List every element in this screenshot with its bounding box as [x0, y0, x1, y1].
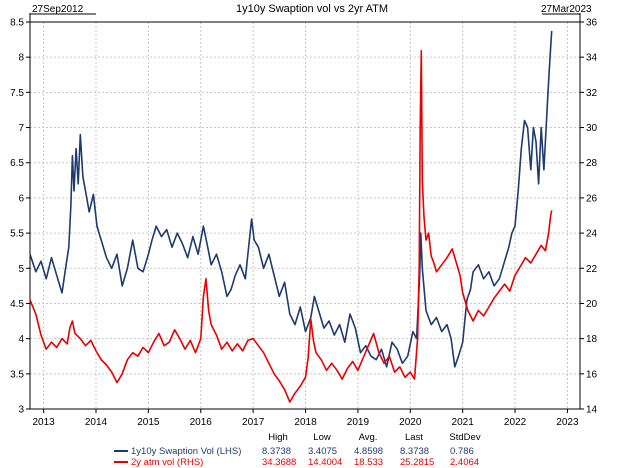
stats-header-high: High — [268, 432, 288, 443]
y-left-tick-label: 4 — [18, 334, 24, 345]
stats-header-stddev: StdDev — [449, 432, 480, 443]
x-axis: 2013 2014 2015 2016 2017 2018 2019 2020 2021 2022… — [32, 409, 579, 428]
stat-swaption-last: 8.3738 — [400, 446, 429, 457]
y-left-tick-label: 7.5 — [10, 88, 24, 99]
y-right-tick-label: 16 — [586, 369, 598, 380]
y-right-tick-label: 36 — [586, 18, 598, 29]
right-y-axis: 14 16 18 20 22 24 26 28 30 32 34 36 — [580, 18, 598, 416]
x-tick-label: 2013 — [32, 417, 55, 428]
x-tick-label: 2014 — [85, 417, 108, 428]
stat-swaption-stddev: 0.786 — [450, 446, 474, 457]
y-right-tick-label: 18 — [586, 334, 598, 345]
y-left-tick-label: 6.5 — [10, 158, 24, 169]
stats-legend: High Low Avg. Last StdDev 1y10y Swaption… — [114, 432, 481, 468]
y-left-tick-label: 8.5 — [10, 18, 24, 29]
y-right-tick-label: 34 — [586, 53, 598, 64]
stat-atm-last: 25.2815 — [400, 457, 434, 468]
x-tick-label: 2018 — [294, 417, 317, 428]
y-right-tick-label: 24 — [586, 229, 598, 240]
stats-header-avg: Avg. — [359, 432, 378, 443]
stat-swaption-low: 3.4075 — [308, 446, 337, 457]
y-right-tick-label: 32 — [586, 88, 598, 99]
start-date-label: 27Sep2012 — [32, 4, 84, 15]
series-lines — [29, 30, 553, 403]
stat-swaption-high: 8.3738 — [262, 446, 291, 457]
y-right-tick-label: 22 — [586, 264, 598, 275]
series-line-atm-vol — [29, 49, 553, 403]
stats-header-low: Low — [313, 432, 331, 443]
y-right-tick-label: 30 — [586, 123, 598, 134]
legend-label-atm: 2y atm vol (RHS) — [131, 457, 203, 468]
x-tick-label: 2016 — [190, 417, 213, 428]
y-right-tick-label: 26 — [586, 193, 598, 204]
y-left-tick-label: 5 — [18, 264, 24, 275]
legend-label-swaption: 1y10y Swaption Vol (LHS) — [131, 446, 241, 457]
stat-atm-stddev: 2.4064 — [450, 457, 479, 468]
series-line-swaption-vol — [29, 30, 553, 368]
stats-header-last: Last — [405, 432, 423, 443]
y-left-tick-label: 3 — [18, 405, 24, 416]
plot-frame — [29, 21, 581, 410]
chart-title: 1y10y Swaption vol vs 2yr ATM — [236, 3, 388, 15]
y-left-tick-label: 8 — [18, 53, 24, 64]
x-tick-label: 2017 — [242, 417, 265, 428]
start-bracket — [29, 13, 96, 22]
y-right-tick-label: 20 — [586, 299, 598, 310]
x-tick-label: 2022 — [504, 417, 527, 428]
left-y-axis: 3 3.5 4 4.5 5 5.5 6 6.5 7 7.5 8 8.5 — [10, 18, 30, 416]
y-left-tick-label: 4.5 — [10, 299, 24, 310]
stat-atm-low: 14.4004 — [308, 457, 342, 468]
stat-atm-avg: 18.533 — [354, 457, 383, 468]
y-left-tick-label: 6 — [18, 193, 24, 204]
x-tick-label: 2021 — [452, 417, 475, 428]
y-left-tick-label: 7 — [18, 123, 24, 134]
end-date-label: 27Mar2023 — [541, 4, 592, 15]
y-left-tick-label: 5.5 — [10, 229, 24, 240]
end-bracket — [542, 13, 581, 22]
stat-swaption-avg: 4.8598 — [354, 446, 383, 457]
x-tick-label: 2020 — [399, 417, 422, 428]
x-tick-label: 2019 — [347, 417, 370, 428]
y-right-tick-label: 28 — [586, 158, 598, 169]
x-tick-label: 2023 — [556, 417, 579, 428]
stat-atm-high: 34.3688 — [262, 457, 296, 468]
y-left-tick-label: 3.5 — [10, 369, 24, 380]
x-tick-label: 2015 — [137, 417, 160, 428]
y-right-tick-label: 14 — [586, 405, 598, 416]
